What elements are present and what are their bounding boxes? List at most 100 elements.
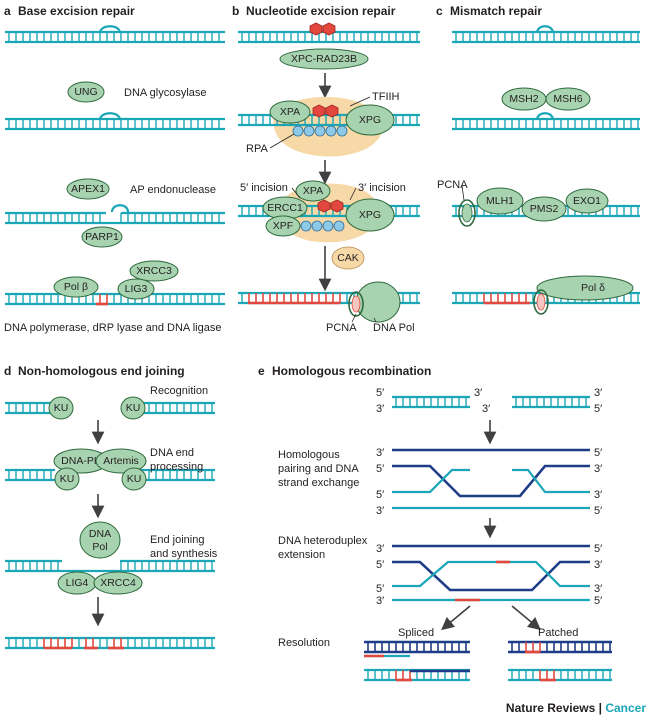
step-label: strand exchange — [278, 477, 359, 489]
panel-b-letter: b — [232, 4, 239, 18]
panel-e-title: Homologous recombination — [272, 364, 431, 378]
dna-duplex — [392, 395, 470, 409]
step-label: Homologous — [278, 449, 340, 461]
protein-ku — [54, 467, 80, 491]
leader-line — [269, 133, 295, 149]
pcna-ring — [458, 199, 476, 227]
step-label: extension — [278, 549, 325, 561]
step-label: DNA glycosylase — [124, 87, 207, 99]
dna-duplex — [5, 211, 225, 225]
panel-e-letter: e — [258, 364, 265, 378]
end-label-3: 3′ — [376, 447, 384, 459]
end-label-5: 5′ — [594, 595, 602, 607]
leader-line — [373, 317, 377, 323]
leader-line — [461, 185, 465, 201]
protein-label: UNG — [74, 86, 97, 98]
lesion-dimer — [312, 104, 326, 118]
dna-duplex — [138, 401, 215, 415]
pcna-ring-inner — [351, 295, 361, 313]
end-label-5: 5′ — [376, 583, 384, 595]
protein-parp1 — [81, 226, 123, 248]
pcna-ring — [348, 291, 364, 317]
dna-duplex — [5, 636, 215, 650]
protein-label: KU — [60, 473, 75, 485]
protein-xpg — [345, 104, 395, 136]
protein-apex1 — [66, 178, 110, 200]
protein-dna-pol — [79, 521, 121, 559]
hr-heteroduplex — [392, 544, 590, 602]
end-label-3: 3′ — [594, 387, 602, 399]
panel-a-letter: a — [4, 4, 11, 18]
protein-label: DNA — [89, 528, 111, 540]
leader-line — [349, 96, 371, 107]
protein-label: Pol β — [64, 281, 88, 293]
protein-ku — [48, 396, 74, 420]
protein-label: XPF — [273, 220, 293, 232]
protein-label: Artemis — [103, 455, 139, 467]
protein-label: XRCC3 — [136, 265, 172, 277]
lesion-dimer — [309, 22, 323, 36]
protein-label: DNA-PK — [61, 455, 101, 467]
panel-c-title: Mismatch repair — [450, 4, 542, 18]
protein-ung — [67, 81, 105, 103]
protein-xpf — [265, 215, 301, 237]
protein-label: PMS2 — [530, 203, 559, 215]
protein-pol-delta — [536, 275, 634, 301]
protein-xpg — [345, 198, 395, 232]
end-label-3: 3′ — [594, 559, 602, 571]
lesion-dimer — [330, 199, 344, 213]
protein-label: MSH6 — [553, 93, 582, 105]
protein-label: KU — [54, 402, 69, 414]
protein-label: EXO1 — [573, 195, 601, 207]
protein-pms2 — [521, 196, 567, 222]
protein-label: XPA — [280, 106, 300, 118]
label-5-incision: 5′ incision — [240, 182, 288, 194]
cak-complex — [331, 246, 365, 270]
protein-label: MSH2 — [509, 93, 538, 105]
end-label-5: 5′ — [376, 463, 384, 475]
protein-xpa — [295, 180, 331, 202]
hr-strand-exchange — [392, 448, 590, 510]
lesion-dimer — [325, 104, 339, 118]
dna-duplex — [5, 468, 55, 482]
step-arrow — [511, 605, 541, 631]
protein-label: PARP1 — [85, 231, 119, 243]
pcna-ring — [533, 289, 549, 315]
protein-pol-beta — [53, 276, 99, 298]
step-label: DNA heteroduplex — [278, 535, 368, 547]
label-tfiih: TFIIH — [372, 91, 400, 103]
label-pcna: PCNA — [326, 322, 357, 334]
end-label-3: 3′ — [376, 403, 384, 415]
leader-line — [291, 187, 301, 199]
protein-label: XPG — [359, 209, 381, 221]
protein-label: XPA — [303, 185, 323, 197]
flipped-base — [98, 25, 122, 34]
end-label-5: 5′ — [376, 387, 384, 399]
step-label: AP endonuclease — [130, 184, 216, 196]
end-label-3: 3′ — [376, 505, 384, 517]
end-label-5: 5′ — [594, 447, 602, 459]
protein-exo1 — [565, 188, 609, 214]
protein-label: ERCC1 — [267, 202, 303, 214]
leader-line — [351, 313, 357, 323]
label-dna-pol: DNA Pol — [373, 322, 415, 334]
label-rpa: RPA — [246, 143, 268, 155]
end-label-3: 3′ — [474, 387, 482, 399]
protein-label: XRCC4 — [100, 577, 136, 589]
dna-duplex — [452, 117, 640, 131]
protein-artemis — [95, 448, 147, 474]
end-label-3: 3′ — [376, 543, 384, 555]
mismatch-loop — [535, 25, 555, 34]
panel-b-title: Nucleotide excision repair — [246, 4, 396, 18]
protein-label: APEX1 — [71, 183, 105, 195]
label-pcna: PCNA — [437, 179, 468, 191]
end-label-5: 5′ — [594, 505, 602, 517]
end-label-3: 3′ — [376, 595, 384, 607]
protein-label: XPC-RAD23B — [291, 53, 357, 65]
end-label-3: 3′ — [594, 463, 602, 475]
dna-duplex — [5, 30, 225, 44]
pcna-ring-inner — [461, 203, 473, 223]
end-label-5: 5′ — [376, 489, 384, 501]
dna-duplex — [5, 117, 225, 131]
protein-xrcc4 — [93, 571, 143, 595]
